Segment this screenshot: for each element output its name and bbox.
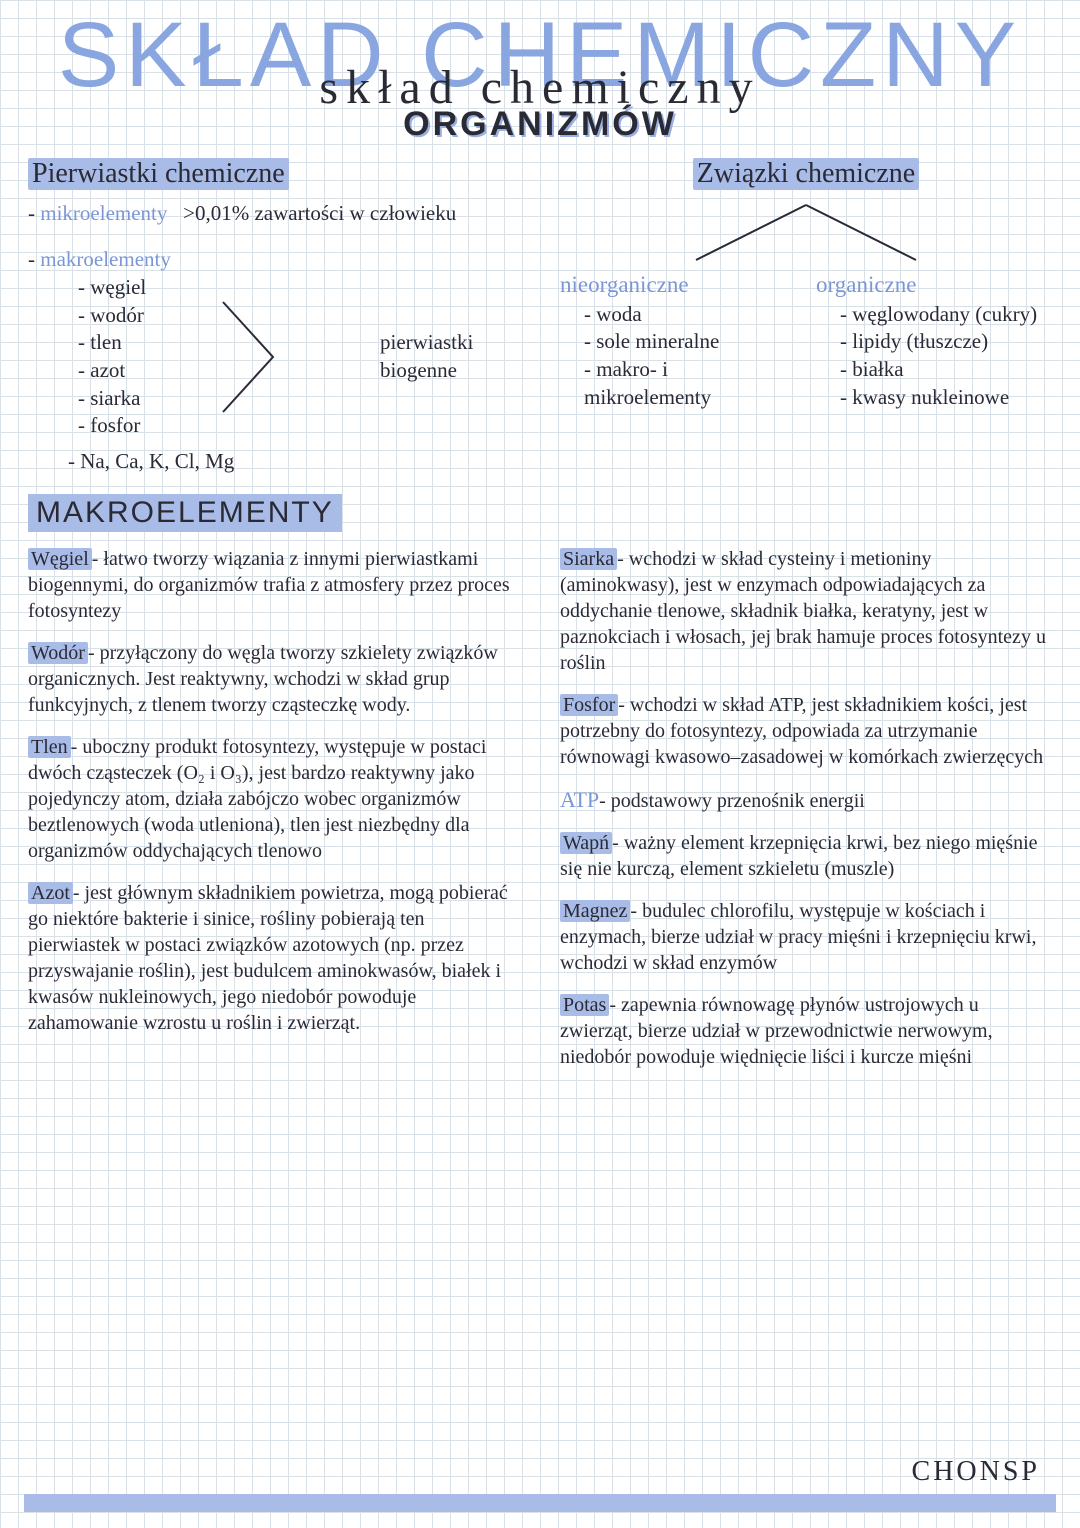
entry-lead: Fosfor: [560, 694, 618, 716]
list-item: kwasy nukleinowe: [840, 384, 1052, 412]
top-row: Pierwiastki chemiczne - mikroelementy >0…: [28, 158, 1052, 475]
brace-svg: [213, 282, 313, 432]
entry-body: - uboczny produkt fotosyntezy, występuje…: [28, 736, 487, 862]
list-item: woda: [584, 301, 796, 329]
mikro-line: - mikroelementy >0,01% zawartości w czło…: [28, 200, 520, 228]
entry-lead: Azot: [28, 882, 73, 904]
pierwiastki-hl: Pierwiastki chemiczne: [28, 158, 289, 190]
entry-lead: Wodór: [28, 642, 88, 664]
mikro-note: >0,01% zawartości w człowieku: [183, 201, 456, 225]
entry-tlen: Tlen- uboczny produkt fotosyntezy, wystę…: [28, 734, 520, 864]
entry-lead: Węgiel: [28, 548, 92, 570]
mikro-label: mikroelementy: [40, 201, 167, 225]
org-label: organiczne: [816, 270, 1052, 300]
title-block: SKŁAD CHEMICZNY skład chemiczny ORGANIZM…: [28, 12, 1052, 144]
script-title: skład chemiczny: [28, 60, 1052, 115]
pierwiastki-header: Pierwiastki chemiczne: [28, 158, 520, 190]
entry-body: - budulec chlorofilu, występuje w kościa…: [560, 900, 1036, 974]
list-item: sole mineralne: [584, 328, 796, 356]
list-item: azot: [78, 357, 146, 385]
entry-lead: Wapń: [560, 832, 612, 854]
list-item: białka: [840, 356, 1052, 384]
makro-label: makroelementy: [40, 247, 171, 271]
footer-bar: [24, 1494, 1056, 1512]
makro-tree: węgiel wodór tlen azot siarka fosfor pie…: [28, 274, 520, 440]
entries-left: Węgiel- łatwo tworzy wiązania z innymi p…: [28, 546, 520, 1087]
zwiazki-hl: Związki chemiczne: [693, 158, 919, 190]
entry-fosfor: Fosfor- wchodzi w skład ATP, jest składn…: [560, 692, 1052, 770]
zwiazki-cols: nieorganiczne woda sole mineralne makro-…: [560, 270, 1052, 411]
extra-elements: - Na, Ca, K, Cl, Mg: [28, 448, 520, 476]
entries-right: Siarka- wchodzi w skład cysteiny i metio…: [560, 546, 1052, 1087]
list-item: siarka: [78, 385, 146, 413]
makroelementy-header: MAKROELEMENTY: [28, 494, 342, 532]
footer-acronym: CHONSP: [912, 1456, 1040, 1488]
nieorg-list: woda sole mineralne makro- i mikroelemen…: [560, 301, 796, 412]
nieorg-label: nieorganiczne: [560, 270, 796, 300]
entry-wodor: Wodór- przyłączony do węgla tworzy szkie…: [28, 640, 520, 718]
entry-body: - wchodzi w skład ATP, jest składnikiem …: [560, 694, 1043, 768]
entry-wegiel: Węgiel- łatwo tworzy wiązania z innymi p…: [28, 546, 520, 624]
entry-lead: Magnez: [560, 900, 630, 922]
list-item: tlen: [78, 329, 146, 357]
entry-lead: Tlen: [28, 736, 71, 758]
org-col: organiczne węglowodany (cukry) lipidy (t…: [816, 270, 1052, 411]
nieorg-col: nieorganiczne woda sole mineralne makro-…: [560, 270, 796, 411]
entry-atp: ATP- podstawowy przenośnik energii: [560, 786, 1052, 815]
entries-row: Węgiel- łatwo tworzy wiązania z innymi p…: [28, 546, 1052, 1087]
entry-lead-blue: ATP: [560, 787, 599, 812]
entry-body: - podstawowy przenośnik energii: [599, 790, 865, 812]
entry-lead: Potas: [560, 994, 609, 1016]
entry-wapn: Wapń- ważny element krzepnięcia krwi, be…: [560, 830, 1052, 882]
entry-body: - zapewnia równowagę płynów ustrojowych …: [560, 994, 993, 1068]
top-right-col: Związki chemiczne nieorganiczne woda sol…: [560, 158, 1052, 475]
split-svg: [656, 200, 956, 270]
list-item: węgiel: [78, 274, 146, 302]
brace-label: pierwiastki biogenne: [380, 329, 520, 384]
makro-list: węgiel wodór tlen azot siarka fosfor: [28, 274, 146, 440]
entry-siarka: Siarka- wchodzi w skład cysteiny i metio…: [560, 546, 1052, 676]
entry-potas: Potas- zapewnia równowagę płynów ustrojo…: [560, 992, 1052, 1070]
entry-body: - przyłączony do węgla tworzy szkielety …: [28, 642, 498, 716]
entry-magnez: Magnez- budulec chlorofilu, występuje w …: [560, 898, 1052, 976]
entry-body: - łatwo tworzy wiązania z innymi pierwia…: [28, 548, 510, 622]
list-item: lipidy (tłuszcze): [840, 328, 1052, 356]
list-item: wodór: [78, 302, 146, 330]
entry-body: - jest głównym składnikiem powietrza, mo…: [28, 882, 508, 1034]
org-list: węglowodany (cukry) lipidy (tłuszcze) bi…: [816, 301, 1052, 412]
entry-azot: Azot- jest głównym składnikiem powietrza…: [28, 880, 520, 1036]
top-left-col: Pierwiastki chemiczne - mikroelementy >0…: [28, 158, 520, 475]
list-item: fosfor: [78, 412, 146, 440]
list-item: makro- i mikroelementy: [584, 356, 796, 411]
entry-body: - wchodzi w skład cysteiny i metioniny (…: [560, 548, 1046, 674]
makro-line: - makroelementy: [28, 246, 520, 274]
entry-body: - ważny element krzepnięcia krwi, bez ni…: [560, 832, 1038, 880]
entry-lead: Siarka: [560, 548, 617, 570]
zwiazki-header: Związki chemiczne: [560, 158, 1052, 190]
list-item: węglowodany (cukry): [840, 301, 1052, 329]
